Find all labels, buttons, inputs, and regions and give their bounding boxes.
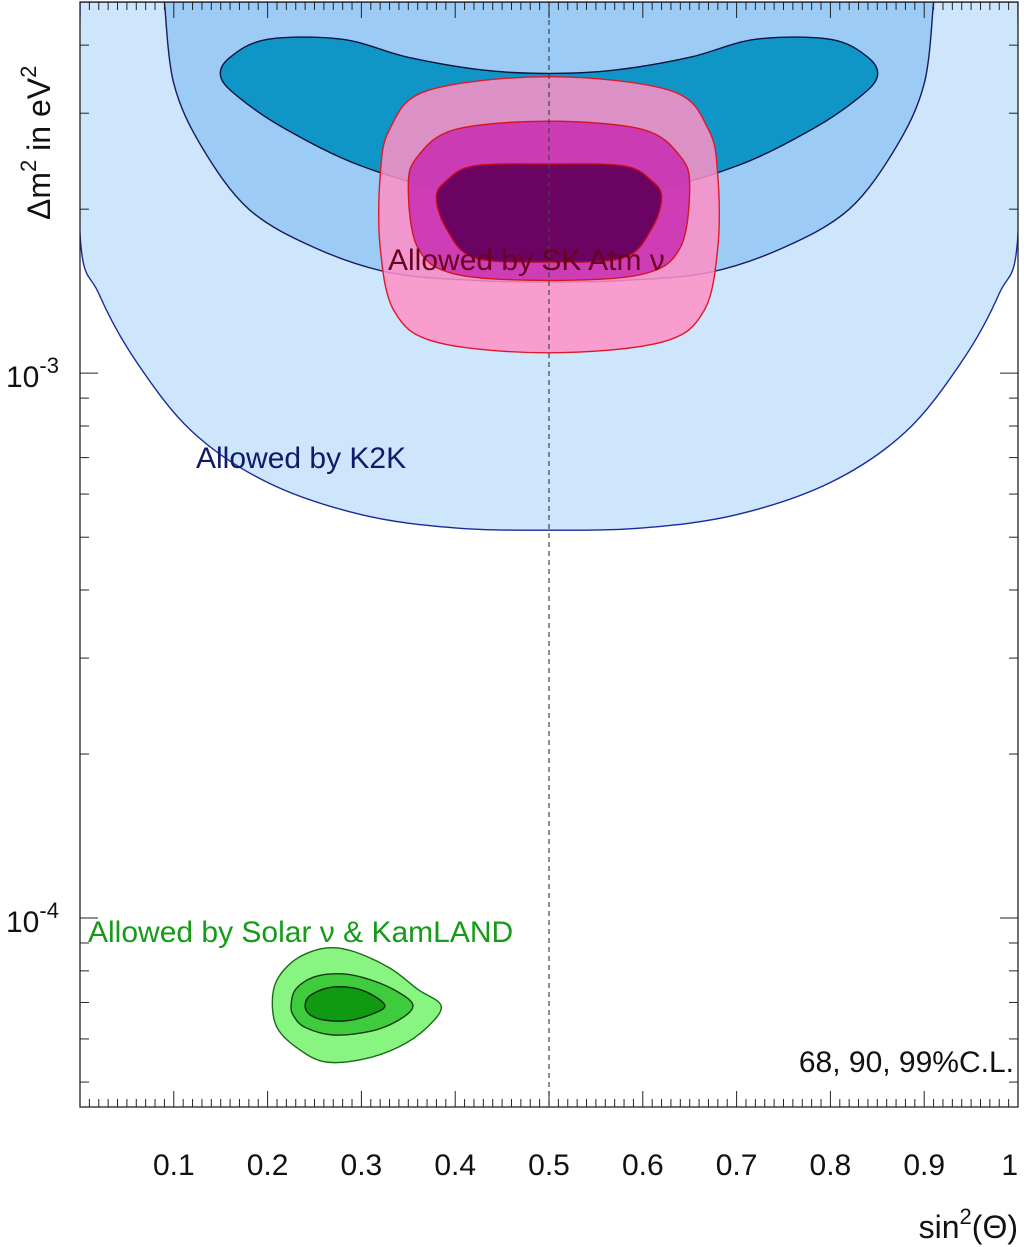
x-tick-label: 0.9: [903, 1149, 945, 1182]
x-tick-label: 0.5: [528, 1149, 570, 1182]
x-tick-label: 0.7: [716, 1149, 758, 1182]
x-tick-label: 0.3: [341, 1149, 383, 1182]
x-tick-label: 1: [1001, 1149, 1018, 1182]
y-tick-label: 10-3: [6, 353, 59, 394]
x-tick-label: 0.4: [434, 1149, 476, 1182]
x-tick-label: 0.1: [153, 1149, 195, 1182]
region-label-k2k: Allowed by K2K: [196, 442, 406, 475]
cl-annotation: 68, 90, 99%C.L.: [799, 1046, 1014, 1079]
x-tick-label: 0.8: [810, 1149, 852, 1182]
ticks: [79, 2, 1019, 1107]
y-tick-label: 10-4: [6, 898, 59, 939]
plot-area: 0.1 0.2 0.3 0.4 0.5 0.6 0.7 0.8 0.9 1 10-3 10-4 sin2…: [6, 1, 1019, 1245]
x-axis-title: sin2(Θ): [919, 1204, 1018, 1245]
y-axis-title: Δm2 in eV2: [16, 66, 57, 220]
region-solar: [271, 946, 442, 1064]
region-label-solar: Allowed by Solar ν & KamLAND: [88, 916, 513, 949]
x-tick-label: 0.6: [622, 1149, 664, 1182]
x-tick-label: 0.2: [247, 1149, 289, 1182]
contour-solar-68: [304, 986, 386, 1022]
region-label-sk: Allowed by SK Atm ν: [388, 244, 665, 277]
contours: [80, 2, 1018, 1064]
